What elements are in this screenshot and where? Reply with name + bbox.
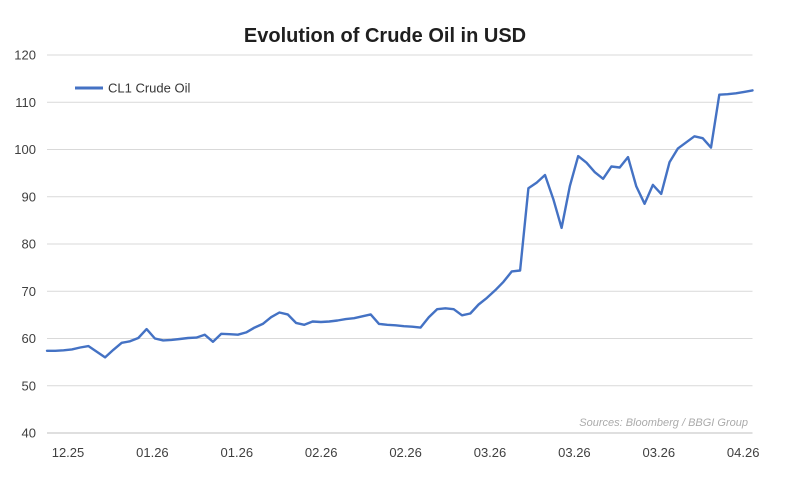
- gridlines: [47, 54, 753, 434]
- y-tick-label-60: 60: [22, 331, 36, 346]
- x-tick-label-1: 01.26: [136, 445, 169, 460]
- x-tick-label-3: 02.26: [305, 445, 338, 460]
- x-tick-label-0: 12.25: [52, 445, 85, 460]
- x-tick-label-4: 02.26: [389, 445, 422, 460]
- y-tick-label-40: 40: [22, 426, 36, 441]
- legend-label: CL1 Crude Oil: [108, 81, 190, 96]
- y-tick-label-110: 110: [15, 95, 36, 110]
- price-line-cl1-crude-oil: [45, 89, 754, 359]
- x-tick-label-7: 03.26: [643, 445, 676, 460]
- y-tick-label-120: 120: [14, 48, 36, 63]
- y-tick-label-50: 50: [22, 378, 36, 393]
- source-note: Sources: Bloomberg / BBGI Group: [579, 417, 748, 429]
- y-axis-labels: 120 110 100 90 80 70 60 50 40: [14, 48, 36, 441]
- legend: CL1 Crude Oil: [75, 81, 190, 96]
- y-tick-label-80: 80: [22, 237, 36, 252]
- x-tick-label-2: 01.26: [221, 445, 254, 460]
- x-tick-label-6: 03.26: [558, 445, 591, 460]
- x-tick-label-8: 04.26: [727, 445, 760, 460]
- y-tick-label-100: 100: [14, 142, 36, 157]
- x-tick-label-5: 03.26: [474, 445, 507, 460]
- y-tick-label-70: 70: [22, 284, 36, 299]
- y-tick-label-90: 90: [22, 189, 36, 204]
- x-axis-labels: 12.25 01.26 01.26 02.26 02.26 03.26 03.26 03.26…: [52, 445, 760, 460]
- chart-title: Evolution of Crude Oil in USD: [244, 25, 526, 47]
